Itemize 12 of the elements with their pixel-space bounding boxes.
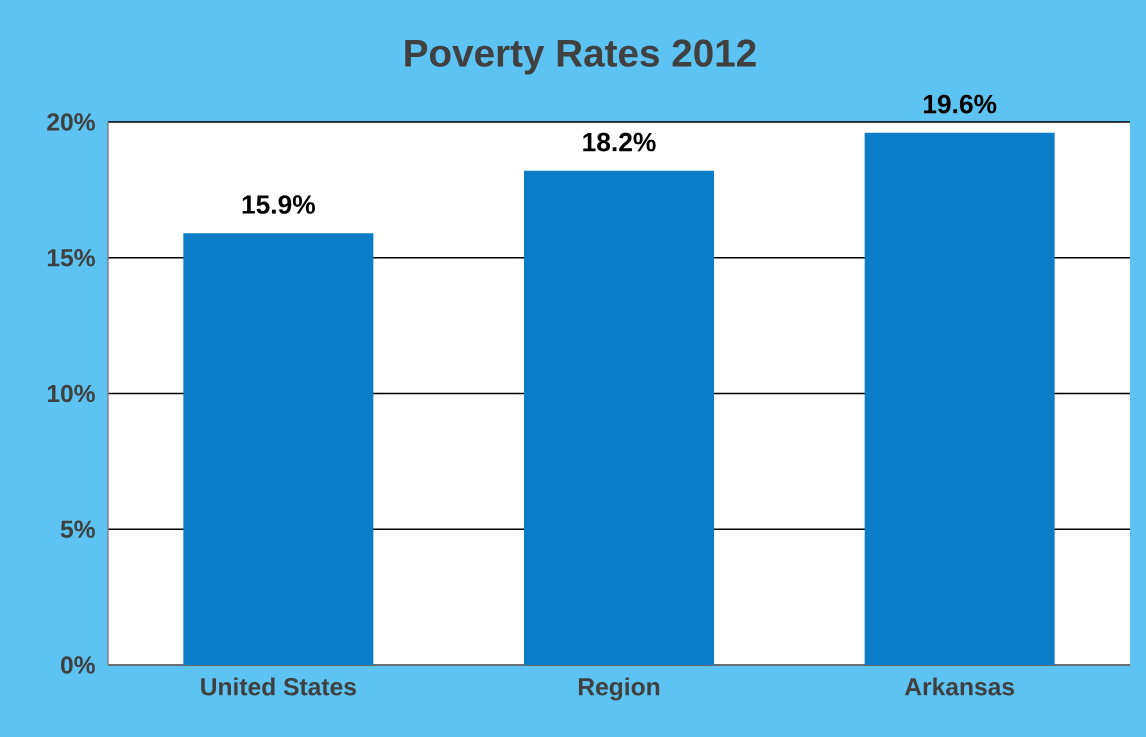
data-label: 15.9% — [242, 195, 315, 214]
data-label: 19.6% — [923, 94, 997, 114]
y-tick-label: 10% — [47, 384, 95, 403]
y-tick-label: 15% — [47, 249, 95, 267]
x-tick-label: United States — [201, 677, 356, 696]
y-tick-label: 20% — [47, 113, 95, 131]
y-tick-label: 0% — [61, 656, 95, 674]
chart-title: Poverty Rates 2012 — [405, 39, 756, 75]
y-tick-label: 5% — [60, 520, 95, 538]
x-tick-label: Arkansas — [904, 677, 1015, 696]
data-label: 18.2% — [583, 132, 656, 152]
x-tick-label: Region — [578, 677, 660, 701]
